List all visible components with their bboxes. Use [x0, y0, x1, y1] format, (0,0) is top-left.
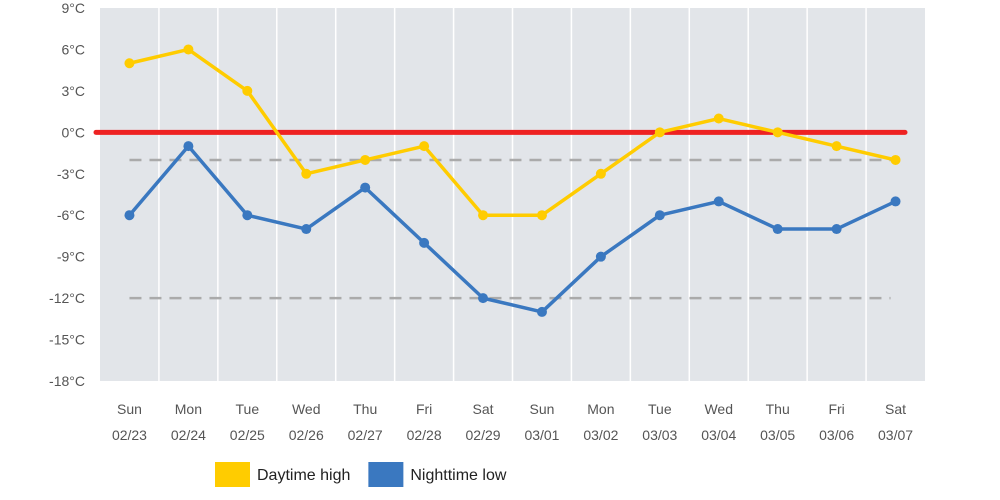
y-tick-label: 9°C [62, 0, 86, 16]
x-tick-day: Thu [353, 401, 377, 417]
x-tick-day: Fri [828, 401, 844, 417]
data-point-nighttime-low[interactable] [301, 224, 312, 235]
data-point-daytime-high[interactable] [242, 85, 253, 96]
x-tick-date: 02/29 [466, 427, 501, 443]
x-tick-day: Thu [766, 401, 790, 417]
data-point-daytime-high[interactable] [124, 58, 135, 69]
data-point-nighttime-low[interactable] [595, 251, 606, 262]
data-point-daytime-high[interactable] [831, 141, 842, 152]
data-point-nighttime-low[interactable] [536, 306, 547, 317]
x-tick-date: 03/06 [819, 427, 854, 443]
x-tick-day: Mon [587, 401, 614, 417]
data-point-daytime-high[interactable] [301, 168, 312, 179]
data-point-daytime-high[interactable] [772, 127, 783, 138]
x-tick-date: 02/26 [289, 427, 324, 443]
data-point-daytime-high[interactable] [595, 168, 606, 179]
data-point-nighttime-low[interactable] [242, 210, 253, 221]
x-tick-date: 02/27 [348, 427, 383, 443]
y-tick-label: -18°C [49, 373, 85, 389]
x-tick-date: 03/05 [760, 427, 795, 443]
legend-label: Nighttime low [410, 467, 506, 484]
x-tick-day: Sat [885, 401, 906, 417]
series [124, 44, 901, 317]
data-point-nighttime-low[interactable] [183, 141, 194, 152]
data-point-nighttime-low[interactable] [654, 210, 665, 221]
x-tick-day: Wed [704, 401, 733, 417]
legend-label: Daytime high [257, 467, 350, 484]
series-line-nighttime-low [127, 144, 898, 314]
legend[interactable]: Daytime high Nighttime low [215, 462, 507, 487]
data-point-daytime-high[interactable] [419, 141, 430, 152]
x-tick-date: 02/28 [407, 427, 442, 443]
x-tick-day: Mon [175, 401, 202, 417]
data-point-daytime-high[interactable] [654, 127, 665, 138]
x-tick-date: 03/07 [878, 427, 913, 443]
x-tick-date: 03/01 [524, 427, 559, 443]
y-tick-label: -9°C [57, 249, 85, 265]
y-tick-label: 6°C [62, 41, 86, 57]
data-point-nighttime-low[interactable] [124, 210, 135, 221]
x-tick-day: Sun [117, 401, 142, 417]
data-point-nighttime-low[interactable] [360, 182, 371, 193]
data-point-daytime-high[interactable] [360, 154, 371, 165]
y-tick-label: -12°C [49, 290, 85, 306]
data-point-daytime-high[interactable] [536, 210, 547, 221]
x-tick-day: Sat [473, 401, 494, 417]
x-axis: Sun 02/23 Mon 02/24 Tue 02/25 Wed 02/26 Thu 02/27… [112, 401, 913, 443]
legend-item-nighttime-low[interactable]: Nighttime low [368, 462, 507, 487]
y-tick-label: -6°C [57, 207, 85, 223]
data-point-nighttime-low[interactable] [772, 224, 783, 235]
x-tick-day: Tue [236, 401, 260, 417]
x-tick-date: 02/25 [230, 427, 265, 443]
data-point-nighttime-low[interactable] [478, 293, 489, 304]
x-tick-date: 03/02 [583, 427, 618, 443]
x-tick-day: Sun [530, 401, 555, 417]
x-tick-day: Tue [648, 401, 672, 417]
x-tick-date: 03/04 [701, 427, 736, 443]
data-point-daytime-high[interactable] [890, 154, 901, 165]
data-point-nighttime-low[interactable] [831, 224, 842, 235]
y-tick-label: 3°C [62, 83, 86, 99]
y-tick-label: -3°C [57, 166, 85, 182]
y-tick-label: 0°C [62, 124, 86, 140]
legend-swatch [215, 462, 250, 487]
data-point-daytime-high[interactable] [183, 44, 194, 55]
x-tick-date: 03/03 [642, 427, 677, 443]
y-axis: 9°C 6°C 3°C 0°C -3°C -6°C -9°C -12°C -15°C -18°C [49, 0, 85, 389]
x-tick-date: 02/23 [112, 427, 147, 443]
data-point-daytime-high[interactable] [713, 113, 724, 124]
x-tick-date: 02/24 [171, 427, 206, 443]
y-tick-label: -15°C [49, 332, 85, 348]
x-tick-day: Fri [416, 401, 432, 417]
data-point-daytime-high[interactable] [478, 210, 489, 221]
legend-swatch [368, 462, 404, 487]
data-point-nighttime-low[interactable] [713, 196, 724, 207]
data-point-nighttime-low[interactable] [419, 237, 430, 248]
data-point-nighttime-low[interactable] [890, 196, 901, 207]
series-line-daytime-high [127, 47, 898, 217]
grid [158, 8, 867, 381]
legend-item-daytime-high[interactable]: Daytime high [215, 462, 350, 487]
x-tick-day: Wed [292, 401, 321, 417]
